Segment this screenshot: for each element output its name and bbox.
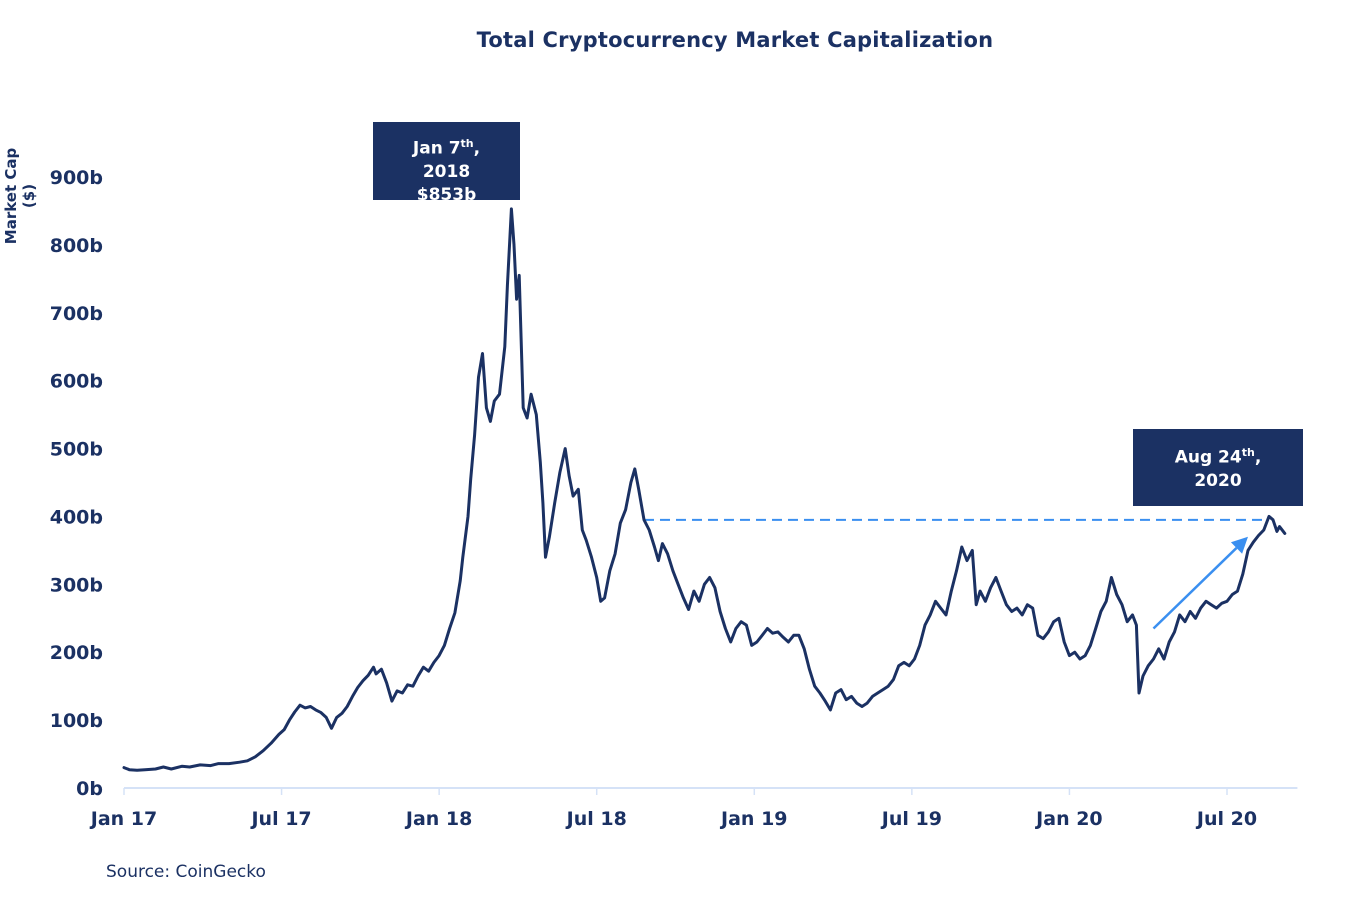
y-axis-ticks: 0b 100b 200b 300b 400b 500b 600b 700b 800b 900b [50,167,103,800]
series-group [122,207,1287,772]
y-tick-label: 200b [50,642,103,664]
y-tick-label: 400b [50,506,103,528]
x-tick-label: Jan 20 [1034,808,1102,830]
y-tick-label: 900b [50,167,103,189]
trend-arrow-head [1230,536,1249,554]
x-tick-label: Jan 17 [89,808,157,830]
y-tick-label: 800b [50,235,103,257]
peak-year: 2018 [422,161,471,182]
source-note: Source: CoinGecko [106,862,266,882]
aug-comma: , [1254,447,1262,468]
x-tick-label: Jan 19 [719,808,787,830]
peak-date: Jan 7 [412,138,461,159]
y-tick-label: 500b [50,439,103,461]
x-tick-label: Jul 20 [1195,808,1257,830]
x-tick-label: Jul 18 [565,808,627,830]
x-axis: Jan 17 Jul 17 Jan 18 Jul 18 Jan 19 Jul 19 Jan … [89,787,1298,830]
y-tick-label: 700b [50,303,103,325]
x-tick-label: Jul 17 [249,808,311,830]
aug-date: Aug 24 [1174,447,1242,468]
trend-arrow-shaft [1152,547,1238,630]
peak-comma: , [473,138,481,159]
chart-title: Total Cryptocurrency Market Capitalizati… [476,28,994,52]
y-tick-label: 0b [76,778,103,800]
y-tick-label: 600b [50,371,103,393]
y-tick-label: 300b [50,574,103,596]
x-tick-label: Jul 19 [880,808,942,830]
peak-callout: Jan 7th, 2018 $853b [373,122,520,200]
peak-value: $853b [416,184,477,200]
current-callout: Aug 24th, 2020 [1133,429,1303,506]
x-tick-label: Jan 18 [404,808,472,830]
trend-arrow-group [1152,536,1249,630]
aug-year: 2020 [1194,470,1242,491]
y-tick-label: 100b [50,710,103,732]
series-line [122,207,1287,772]
aug-date-suffix: th [1241,446,1255,459]
peak-date-suffix: th [460,137,474,150]
